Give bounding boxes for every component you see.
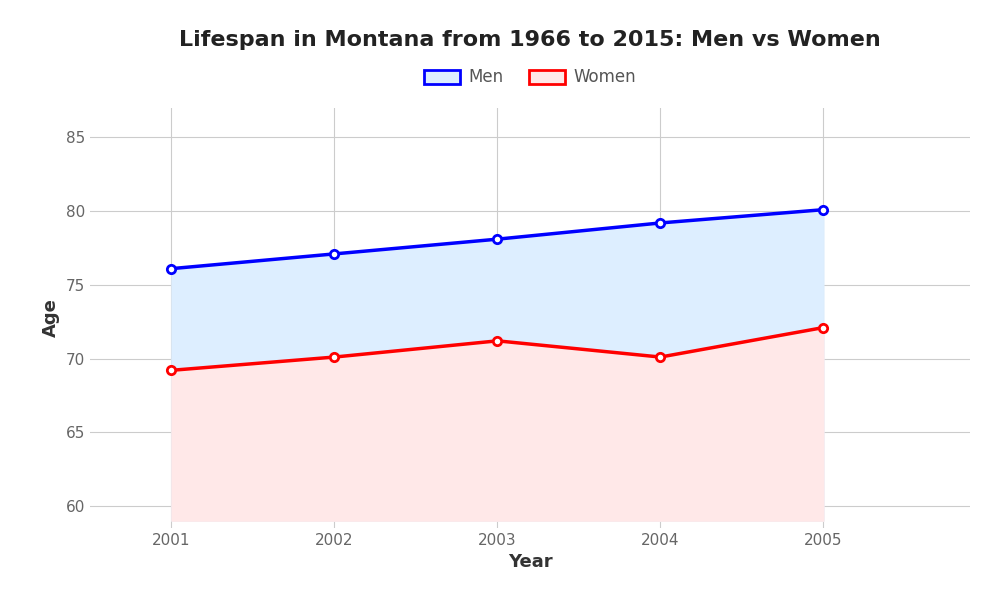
X-axis label: Year: Year	[508, 553, 552, 571]
Title: Lifespan in Montana from 1966 to 2015: Men vs Women: Lifespan in Montana from 1966 to 2015: M…	[179, 29, 881, 49]
Legend: Men, Women: Men, Women	[417, 62, 643, 93]
Y-axis label: Age: Age	[42, 299, 60, 337]
